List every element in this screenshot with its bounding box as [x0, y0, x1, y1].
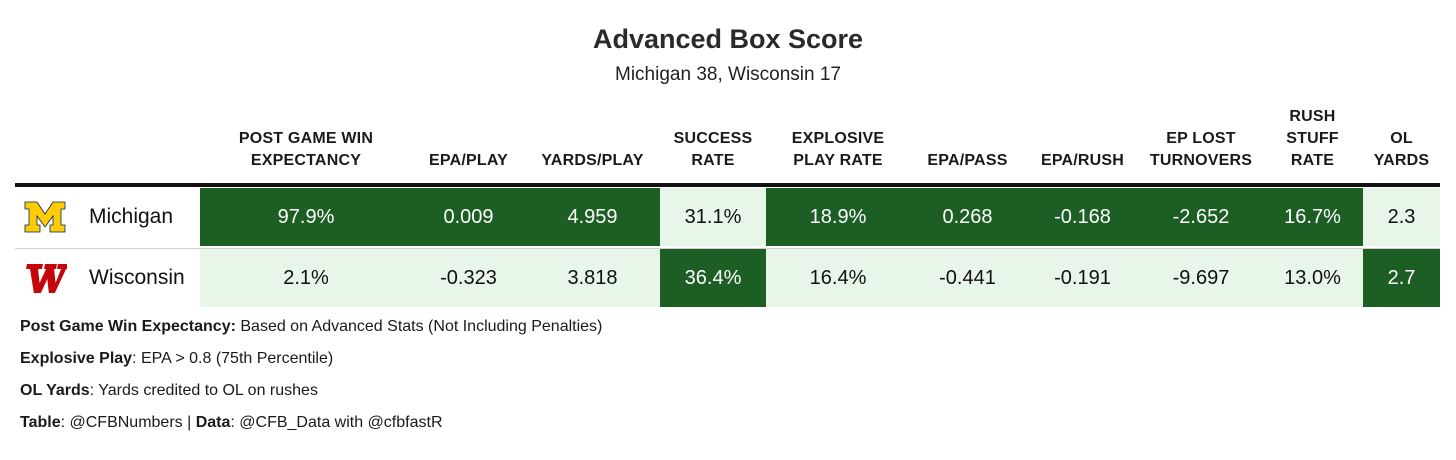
- column-header-line: OL: [1390, 130, 1413, 147]
- column-header: EPA/RUSH: [1025, 150, 1140, 172]
- footnote-text: : Yards credited to OL on rushes: [89, 382, 318, 399]
- table-cell: 2.3: [1363, 188, 1440, 246]
- footnote-text: : EPA > 0.8 (75th Percentile): [132, 350, 334, 367]
- table-cell: 18.9%: [766, 188, 910, 246]
- column-header: OL YARDS: [1363, 128, 1440, 172]
- column-header-line: EPA/RUSH: [1040, 152, 1125, 169]
- footnote-text: Based on Advanced Stats (Not Including P…: [235, 318, 603, 335]
- column-header-line: EP LOST: [1166, 130, 1236, 147]
- credit-line: Table: @CFBNumbers | Data: @CFB_Data wit…: [20, 412, 602, 444]
- credit-table-text: : @CFBNumbers |: [60, 414, 196, 431]
- column-header: EP LOST TURNOVERS: [1140, 128, 1262, 172]
- column-header-line: SUCCESS: [673, 130, 753, 147]
- footnote-ol-yards: OL Yards: Yards credited to OL on rushes: [20, 380, 602, 412]
- table-title: Advanced Box Score: [592, 24, 864, 54]
- table-row-michigan: Michigan 97.9% 0.009 4.959 31.1% 18.9% 0.268-…: [15, 188, 1440, 246]
- table-cell: 31.1%: [660, 188, 766, 246]
- table-cell: 0.009: [412, 188, 525, 246]
- column-header-line: STUFF: [1286, 130, 1339, 147]
- table-row-wisconsin: Wisconsin 2.1% -0.323 3.818 36.4% 16.4% -0.44…: [15, 248, 1440, 307]
- table-cell: -0.191: [1025, 249, 1140, 307]
- table-cell: 4.959: [525, 188, 660, 246]
- column-header-line: YARDS: [1373, 152, 1430, 169]
- column-header-line: EPA/PLAY: [429, 152, 508, 169]
- column-header-line: EXPLOSIVE: [791, 130, 885, 147]
- column-header-line: EXPECTANCY: [250, 152, 362, 169]
- footnote-label: Explosive Play: [20, 350, 133, 367]
- column-header-line: TURNOVERS: [1149, 152, 1253, 169]
- table-cell: 2.7: [1363, 249, 1440, 307]
- table-cell: -0.323: [412, 249, 525, 307]
- credit-table-label: Table: [20, 414, 61, 431]
- column-header-line: RUSH: [1289, 108, 1336, 125]
- column-header-line: YARDS/PLAY: [541, 152, 644, 169]
- column-header-line: POST GAME WIN: [238, 130, 374, 147]
- table-cell: 36.4%: [660, 249, 766, 307]
- team-name: Wisconsin: [89, 266, 185, 289]
- team-cell: Michigan: [15, 188, 200, 246]
- column-header: EPA/PASS: [910, 150, 1025, 172]
- footnote-explosive-play: Explosive Play: EPA > 0.8 (75th Percenti…: [20, 348, 602, 380]
- column-header: EXPLOSIVE PLAY RATE: [766, 128, 910, 172]
- column-header: POST GAME WIN EXPECTANCY: [200, 128, 412, 172]
- table-subtitle: Michigan 38, Wisconsin 17: [615, 64, 841, 85]
- table-cell: -2.652: [1140, 188, 1262, 246]
- table-cell: 16.4%: [766, 249, 910, 307]
- column-header-line: RATE: [691, 152, 735, 169]
- header-rule: [15, 183, 1440, 187]
- column-header-line: EPA/PASS: [927, 152, 1008, 169]
- team-name: Michigan: [89, 205, 174, 228]
- footnote-win-expectancy: Post Game Win Expectancy: Based on Advan…: [20, 316, 602, 348]
- footnotes: Post Game Win Expectancy: Based on Advan…: [20, 316, 602, 444]
- column-header: EPA/PLAY: [412, 150, 525, 172]
- footnote-label: Post Game Win Expectancy:: [20, 318, 236, 335]
- table-cell: 13.0%: [1262, 249, 1363, 307]
- credit-data-label: Data: [195, 414, 231, 431]
- column-header-line: PLAY RATE: [793, 152, 883, 169]
- table-cell: 3.818: [525, 249, 660, 307]
- wisconsin-motion-w-icon: [26, 264, 67, 293]
- column-header: SUCCESS RATE: [660, 128, 766, 172]
- column-header-line: RATE: [1290, 152, 1335, 169]
- footnote-label: OL Yards: [20, 382, 90, 399]
- column-header: RUSH STUFF RATE: [1262, 106, 1363, 172]
- table-cell: 97.9%: [200, 188, 412, 246]
- table-cell: 0.268: [910, 188, 1025, 246]
- column-headers: POST GAME WIN EXPECTANCY EPA/PLAY YARDS/PLA…: [0, 100, 1456, 178]
- table-cell: -0.168: [1025, 188, 1140, 246]
- table-cell: -9.697: [1140, 249, 1262, 307]
- table-cell: -0.441: [910, 249, 1025, 307]
- michigan-block-m-icon: [24, 201, 66, 233]
- column-header: YARDS/PLAY: [525, 150, 660, 172]
- team-cell: Wisconsin: [15, 249, 200, 307]
- table-cell: 16.7%: [1262, 188, 1363, 246]
- credit-data-text: : @CFB_Data with @cfbfastR: [230, 414, 443, 431]
- table-cell: 2.1%: [200, 249, 412, 307]
